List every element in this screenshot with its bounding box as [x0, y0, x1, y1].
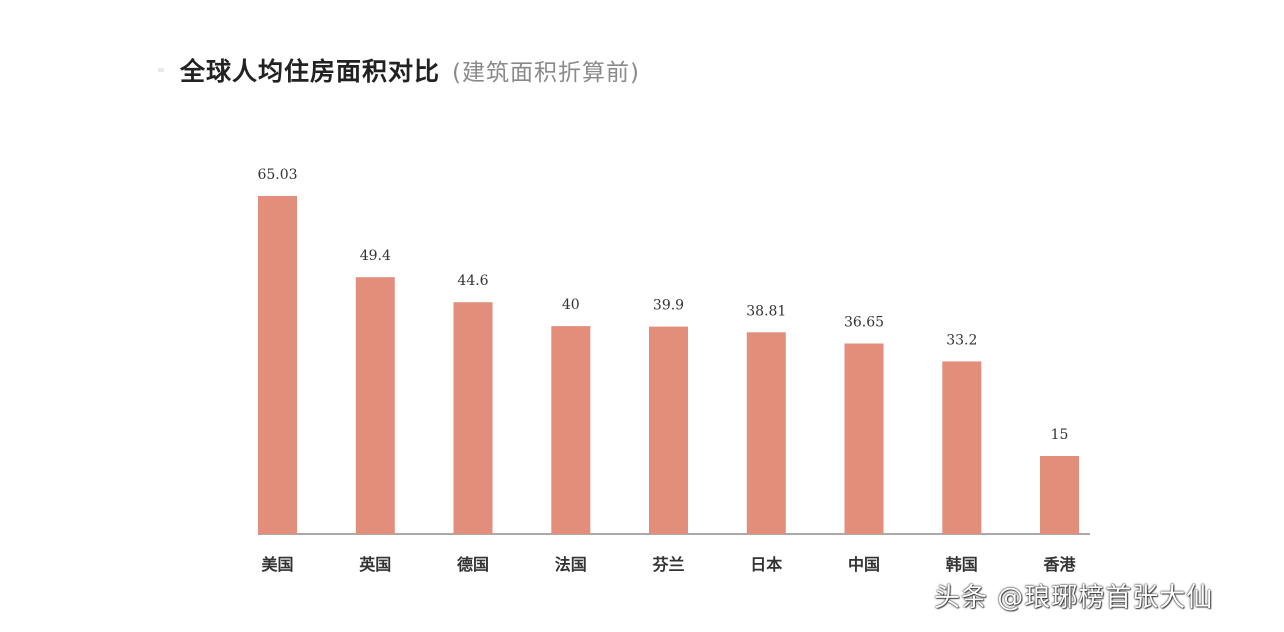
- category-label-1: 英国: [358, 555, 391, 574]
- value-label-3: 40: [562, 297, 580, 313]
- category-label-5: 日本: [750, 555, 782, 574]
- category-label-3: 法国: [555, 555, 587, 574]
- category-label-8: 香港: [1042, 555, 1076, 574]
- value-label-0: 65.03: [257, 167, 297, 183]
- bar-8: [1040, 456, 1079, 534]
- chart-subtitle: (建筑面积折算前): [452, 60, 640, 86]
- watermark-text: 头条 @琅琊榜首张大仙: [934, 583, 1214, 613]
- category-label-2: 德国: [457, 555, 489, 574]
- value-label-6: 36.65: [844, 315, 884, 331]
- bar-0: [258, 196, 297, 534]
- bar-6: [844, 343, 884, 534]
- bar-7: [942, 361, 982, 534]
- bars-group: [258, 196, 1079, 534]
- category-label-4: 芬兰: [651, 555, 684, 574]
- value-label-1: 49.4: [360, 248, 391, 264]
- category-label-7: 韩国: [946, 555, 978, 574]
- value-labels-group: 65.03 49.4 44.6 40 39.9 38.81 36.65 33.2 15: [257, 167, 1068, 443]
- bar-3: [551, 326, 591, 534]
- category-label-6: 中国: [848, 555, 880, 574]
- category-labels-group: 美国 英国 德国 法国 芬兰 日本 中国 韩国 香港: [261, 555, 1076, 574]
- bar-1: [355, 277, 395, 534]
- bar-2: [453, 302, 493, 534]
- value-label-8: 15: [1051, 427, 1069, 443]
- chart-title-row: 全球人均住房面积对比 (建筑面积折算前): [180, 52, 640, 92]
- bar-4: [649, 326, 688, 534]
- bar-5: [746, 332, 786, 534]
- value-label-2: 44.6: [457, 273, 488, 289]
- value-label-5: 38.81: [746, 303, 786, 319]
- category-label-0: 美国: [261, 555, 293, 574]
- chart-title: 全球人均住房面积对比: [180, 57, 441, 86]
- title-decoration: [158, 68, 164, 72]
- value-label-7: 33.2: [946, 332, 977, 348]
- value-label-4: 39.9: [653, 298, 684, 314]
